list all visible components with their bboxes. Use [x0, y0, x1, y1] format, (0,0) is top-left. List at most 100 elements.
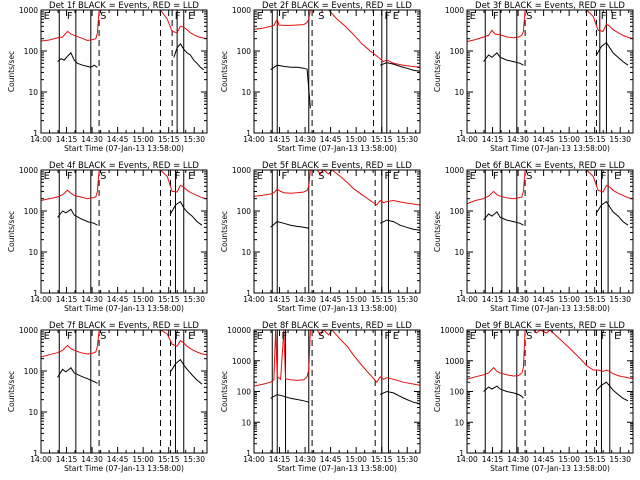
x-tick-label: 14:15 [56, 135, 78, 144]
events-series-line [173, 42, 204, 71]
lld-series-line [254, 10, 420, 68]
axes-frame [253, 169, 421, 294]
panel-title: Det 2f BLACK = Events, RED = LLD [262, 1, 412, 11]
y-tick-label: 1000 [19, 326, 38, 335]
panel-det-5: Det 5f BLACK = Events, RED = LLD Counts/s… [220, 161, 421, 313]
x-tick-label: 14:30 [294, 295, 316, 304]
lld-series-line [467, 170, 633, 205]
y-tick-label: 10 [241, 88, 251, 97]
x-tick-label: 14:00 [456, 455, 478, 464]
panel-det-3: Det 3f BLACK = Events, RED = LLD Counts/s… [433, 1, 634, 153]
phase-marker-F: F [175, 11, 181, 22]
phase-marker-E: E [44, 11, 50, 22]
phase-marker-E: E [470, 331, 476, 342]
y-tick-label: 100 [450, 388, 465, 397]
x-axis-label: Start Time (07-Jan-13 13:58:00) [277, 464, 397, 473]
x-tick-label: 14:15 [269, 455, 291, 464]
events-series-line [483, 385, 524, 399]
x-tick-label: 15:15 [584, 295, 606, 304]
panel-det-6: Det 6f BLACK = Events, RED = LLD Counts/s… [433, 161, 634, 313]
y-axis-label: Counts/sec [433, 211, 442, 252]
x-tick-label: 14:15 [482, 455, 504, 464]
y-tick-label: 100 [450, 47, 465, 56]
x-tick-label: 14:30 [81, 455, 103, 464]
events-series-line [483, 52, 524, 66]
y-tick-label: 1 [246, 449, 251, 458]
y-axis-label: Counts/sec [433, 371, 442, 412]
axes-frame [40, 169, 208, 294]
y-tick-label: 100 [237, 207, 252, 216]
y-tick-label: 1000 [232, 357, 251, 366]
y-axis-label: Counts/sec [7, 371, 16, 412]
events-series-line [596, 381, 629, 402]
x-tick-label: 15:15 [158, 455, 180, 464]
phase-marker-E: E [614, 331, 620, 342]
panel-det-7: Det 7f BLACK = Events, RED = LLD Counts/s… [7, 321, 208, 473]
y-tick-label: 100 [24, 207, 39, 216]
phase-marker-E: E [44, 171, 50, 182]
phase-marker-E: E [44, 331, 50, 342]
phase-marker-E: E [614, 171, 620, 182]
y-tick-label: 1000 [445, 6, 464, 15]
phase-marker-F: F [601, 171, 607, 182]
phase-marker-E: E [393, 171, 399, 182]
x-tick-label: 14:00 [243, 295, 265, 304]
phase-marker-F: F [493, 11, 499, 22]
y-tick-label: 100 [450, 207, 465, 216]
x-tick-label: 15:30 [609, 295, 631, 304]
phase-marker-S: S [318, 171, 324, 182]
x-tick-label: 15:30 [183, 135, 205, 144]
y-tick-label: 10000 [227, 326, 251, 335]
panel-data [41, 10, 207, 133]
phase-marker-E: E [257, 331, 263, 342]
y-tick-label: 10 [241, 418, 251, 427]
x-tick-label: 14:15 [482, 135, 504, 144]
y-tick-label: 1 [246, 129, 251, 138]
events-series-line [379, 219, 420, 231]
y-tick-label: 10 [28, 248, 38, 257]
events-series-line [379, 390, 420, 405]
panel-title: Det 6f BLACK = Events, RED = LLD [475, 161, 625, 171]
x-tick-label: 15:00 [132, 135, 154, 144]
axes-frame [40, 329, 208, 454]
panel-title: Det 7f BLACK = Events, RED = LLD [49, 321, 199, 331]
panel-det-8: Det 8f BLACK = Events, RED = LLD Counts/s… [220, 321, 421, 473]
y-axis-label: Counts/sec [220, 51, 229, 92]
x-tick-label: 14:00 [30, 135, 52, 144]
phase-marker-F: F [601, 11, 607, 22]
y-tick-label: 1 [459, 289, 464, 298]
events-series-line [57, 367, 98, 384]
events-series-line [170, 200, 203, 226]
x-tick-label: 14:45 [320, 455, 342, 464]
x-tick-label: 14:30 [507, 135, 529, 144]
y-tick-label: 100 [237, 388, 252, 397]
phase-marker-E: E [188, 171, 194, 182]
phase-marker-F: F [493, 331, 499, 342]
x-axis-label: Start Time (07-Jan-13 13:58:00) [490, 464, 610, 473]
x-tick-label: 14:15 [269, 295, 291, 304]
phase-marker-F: F [282, 331, 288, 342]
y-tick-label: 10 [454, 88, 464, 97]
y-tick-label: 1000 [232, 6, 251, 15]
y-tick-label: 10 [454, 248, 464, 257]
x-axis-label: Start Time (07-Jan-13 13:58:00) [490, 144, 610, 153]
x-tick-label: 14:45 [320, 295, 342, 304]
x-tick-label: 15:00 [345, 135, 367, 144]
x-tick-label: 14:30 [294, 455, 316, 464]
panel-data [467, 330, 633, 453]
x-axis-label: Start Time (07-Jan-13 13:58:00) [64, 144, 184, 153]
x-tick-label: 14:45 [107, 295, 129, 304]
y-tick-label: 10 [241, 248, 251, 257]
y-tick-label: 1 [33, 129, 38, 138]
x-tick-label: 15:30 [609, 455, 631, 464]
y-tick-label: 100 [237, 47, 252, 56]
panel-data [254, 330, 420, 453]
panel-title: Det 1f BLACK = Events, RED = LLD [49, 1, 199, 11]
y-axis-label: Counts/sec [220, 211, 229, 252]
x-axis-label: Start Time (07-Jan-13 13:58:00) [64, 464, 184, 473]
phase-marker-E: E [188, 331, 194, 342]
y-tick-label: 1 [33, 289, 38, 298]
x-tick-label: 14:45 [320, 135, 342, 144]
x-tick-label: 15:00 [132, 295, 154, 304]
